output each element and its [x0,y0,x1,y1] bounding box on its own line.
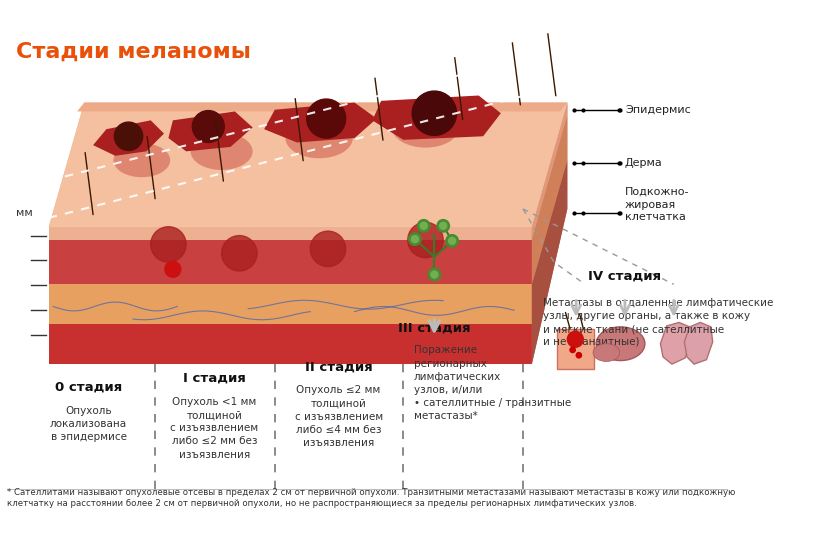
Text: III стадия: III стадия [397,321,470,334]
Text: Эпидермис: Эпидермис [624,105,690,115]
Polygon shape [372,95,500,140]
Circle shape [192,110,224,142]
Text: 0 стадия: 0 стадия [55,381,122,394]
Circle shape [575,353,580,358]
Text: II стадия: II стадия [305,360,372,373]
Text: Опухоль
локализована
в эпидермисе: Опухоль локализована в эпидермисе [50,406,127,442]
Circle shape [310,231,345,267]
Text: мм: мм [17,208,33,218]
Polygon shape [49,285,532,324]
Polygon shape [49,324,532,364]
Text: Поражение
регионарных
лимфатических
узлов, и/или
• сателлитные / транзитные
мета: Поражение регионарных лимфатических узло… [413,345,570,421]
Polygon shape [532,116,566,285]
Text: I стадия: I стадия [183,372,246,385]
Ellipse shape [285,118,353,158]
Text: Дерма: Дерма [624,158,662,168]
Circle shape [417,220,430,232]
Polygon shape [49,103,566,227]
Circle shape [570,347,575,353]
Polygon shape [532,103,566,240]
Circle shape [221,235,257,271]
Polygon shape [168,112,253,151]
Circle shape [566,331,583,347]
Circle shape [448,237,455,244]
Text: * Сателлитами называют опухолевые отсевы в пределах 2 см от первичной опухоли. Т: * Сателлитами называют опухолевые отсевы… [7,488,734,508]
Circle shape [436,220,449,232]
Polygon shape [684,323,712,364]
Circle shape [431,271,437,278]
Text: IV стадия: IV стадия [588,270,661,283]
Ellipse shape [595,327,644,360]
Circle shape [445,235,458,247]
Circle shape [151,227,186,262]
Text: Метастазы в отдаленные лимфатические
узлы, другие органы, а также в кожу
и мягки: Метастазы в отдаленные лимфатические узл… [542,297,773,347]
Text: Опухоль ≤2 мм
толщиной
с изъязвлением
либо ≤4 мм без
изъязвления: Опухоль ≤2 мм толщиной с изъязвлением ли… [294,386,383,448]
Polygon shape [532,103,566,364]
Polygon shape [264,103,376,142]
Circle shape [407,222,443,258]
Circle shape [114,122,142,151]
Polygon shape [556,329,593,368]
Circle shape [412,91,456,136]
Circle shape [165,261,181,277]
Circle shape [408,233,421,246]
Ellipse shape [392,107,459,148]
Circle shape [439,222,446,229]
Polygon shape [77,103,566,112]
Circle shape [420,222,426,229]
Text: Стадии меланомы: Стадии меланомы [16,41,251,61]
Polygon shape [532,160,566,364]
Polygon shape [49,240,532,285]
Polygon shape [660,323,691,364]
Ellipse shape [592,344,619,362]
Circle shape [306,99,345,138]
Polygon shape [49,227,532,240]
Text: Опухоль <1 мм
толщиной
с изъязвлением
либо ≤2 мм без
изъязвления: Опухоль <1 мм толщиной с изъязвлением ли… [171,397,258,460]
Ellipse shape [190,133,253,170]
Polygon shape [93,121,164,156]
Circle shape [411,235,418,243]
Circle shape [427,268,440,281]
Text: Подкожно-
жировая
клетчатка: Подкожно- жировая клетчатка [624,187,689,222]
Ellipse shape [113,143,170,177]
Polygon shape [49,103,566,227]
